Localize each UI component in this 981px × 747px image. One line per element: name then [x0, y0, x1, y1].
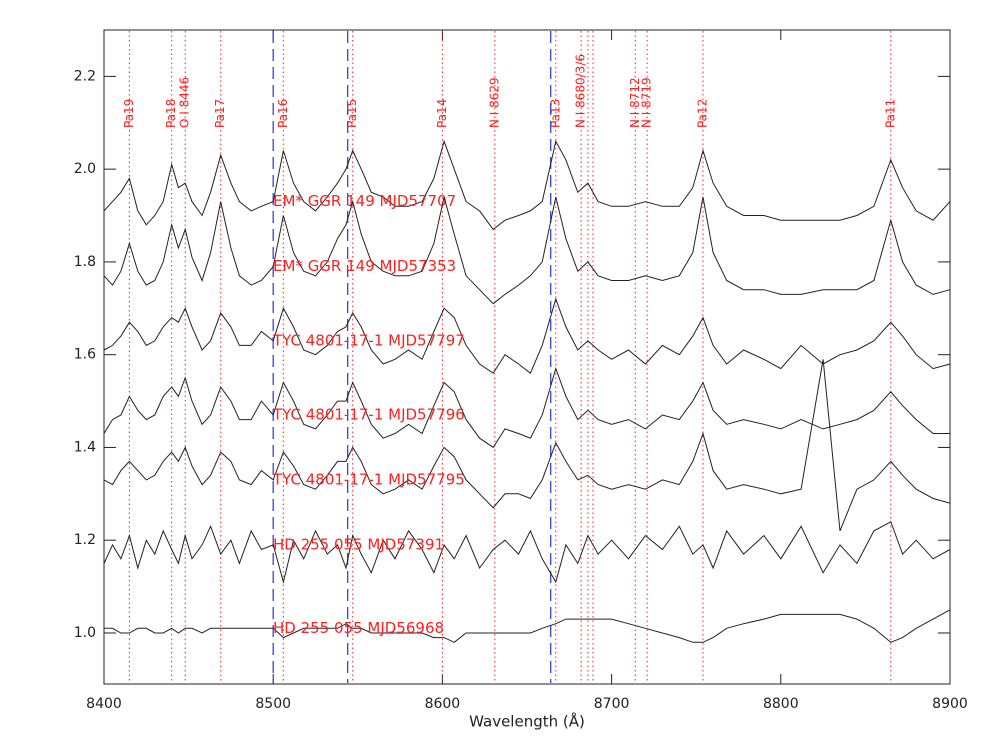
reference-label: Pa16	[276, 99, 290, 128]
x-tick-label: 8500	[255, 696, 291, 712]
x-tick-label: 8700	[594, 696, 630, 712]
spectrum-line	[103, 366, 950, 449]
reference-label: Pa17	[213, 99, 227, 128]
spectrum-line	[103, 359, 951, 532]
y-tick-label: 1.2	[74, 532, 96, 548]
reference-label: N I 8719	[640, 77, 654, 128]
reference-label: N I 8680/3/6	[574, 54, 588, 128]
spectrum-line	[103, 520, 951, 584]
reference-label: Pa14	[435, 99, 449, 128]
x-tick-label: 8400	[86, 696, 122, 712]
y-tick-label: 1.6	[74, 347, 96, 363]
reference-label: N I 8712	[628, 77, 642, 128]
y-tick-label: 1.4	[74, 439, 96, 455]
x-tick-label: 8800	[763, 696, 799, 712]
reference-label: Pa15	[345, 99, 359, 128]
series-annotation: TYC 4801-17-1 MJD57795	[272, 470, 465, 488]
plot-frame	[103, 29, 951, 685]
y-tick-label: 2.0	[74, 161, 96, 177]
series-annotation: HD 255 055 MJD57391	[273, 535, 444, 553]
reference-label: N I 8629	[487, 77, 501, 128]
series-annotation: HD 255 055 MJD56968	[273, 619, 444, 637]
y-tick-label: 1.8	[74, 254, 96, 270]
spectrum-line	[103, 196, 951, 305]
spectrum-line	[103, 297, 951, 374]
x-axis-label: Wavelength (Å)	[469, 712, 585, 731]
x-tick-label: 8600	[425, 696, 461, 712]
series-annotation: TYC 4801-17-1 MJD57797	[272, 331, 465, 349]
reference-label: Pa13	[548, 99, 562, 128]
x-tick-label: 8900	[932, 696, 968, 712]
spectrum-line	[104, 609, 951, 643]
series-annotation: TYC 4801-17-1 MJD57796	[272, 405, 465, 423]
series-annotation: EM* GGR 149 MJD57353	[273, 257, 456, 275]
reference-label: O I 8446	[178, 77, 192, 128]
reference-label: Pa18	[164, 99, 178, 128]
y-tick-label: 2.2	[74, 68, 96, 84]
reference-label: Pa11	[883, 99, 897, 128]
spectrum-line	[103, 139, 951, 231]
reference-label: Pa12	[695, 99, 709, 128]
y-tick-label: 1.0	[74, 625, 96, 641]
series-annotation: EM* GGR 149 MJD57707	[273, 192, 456, 210]
reference-label: Pa19	[122, 99, 136, 128]
